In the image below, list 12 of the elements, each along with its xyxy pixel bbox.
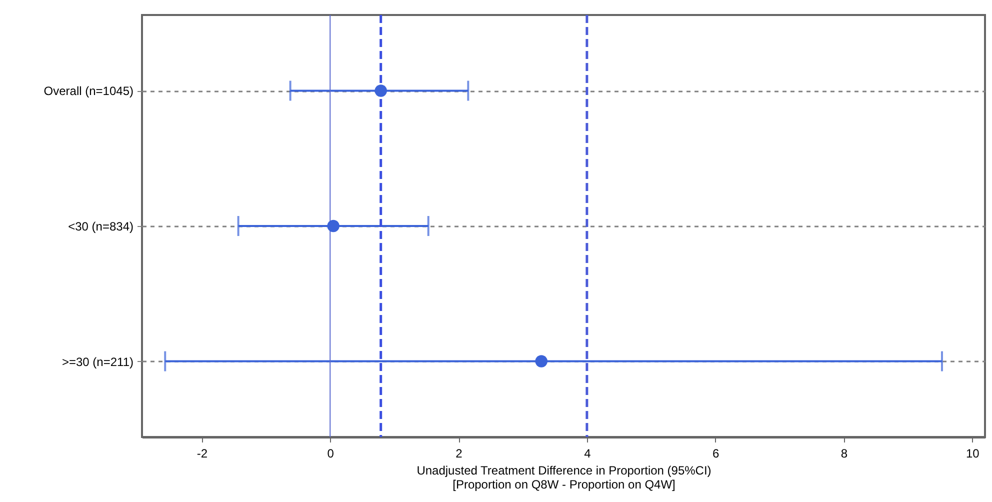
y-tick-label: >=30 (n=211) [62, 354, 134, 369]
x-tick-label: 2 [456, 446, 463, 460]
x-tick-label: 10 [966, 446, 980, 460]
y-tick-label: <30 (n=834) [68, 220, 134, 234]
y-tick-label: Overall (n=1045) [44, 84, 134, 98]
x-tick-label: 0 [327, 446, 334, 460]
x-tick-label: 4 [584, 446, 592, 460]
x-tick-label: 8 [840, 446, 848, 460]
x-axis-title: Unadjusted Treatment Difference in Proportion (95%CI) [416, 464, 712, 478]
x-tick-label: -2 [196, 446, 208, 460]
text: [Proportion on Q8W - Proportion on Q4W] [452, 478, 676, 492]
x-tick-label: 6 [712, 446, 720, 460]
